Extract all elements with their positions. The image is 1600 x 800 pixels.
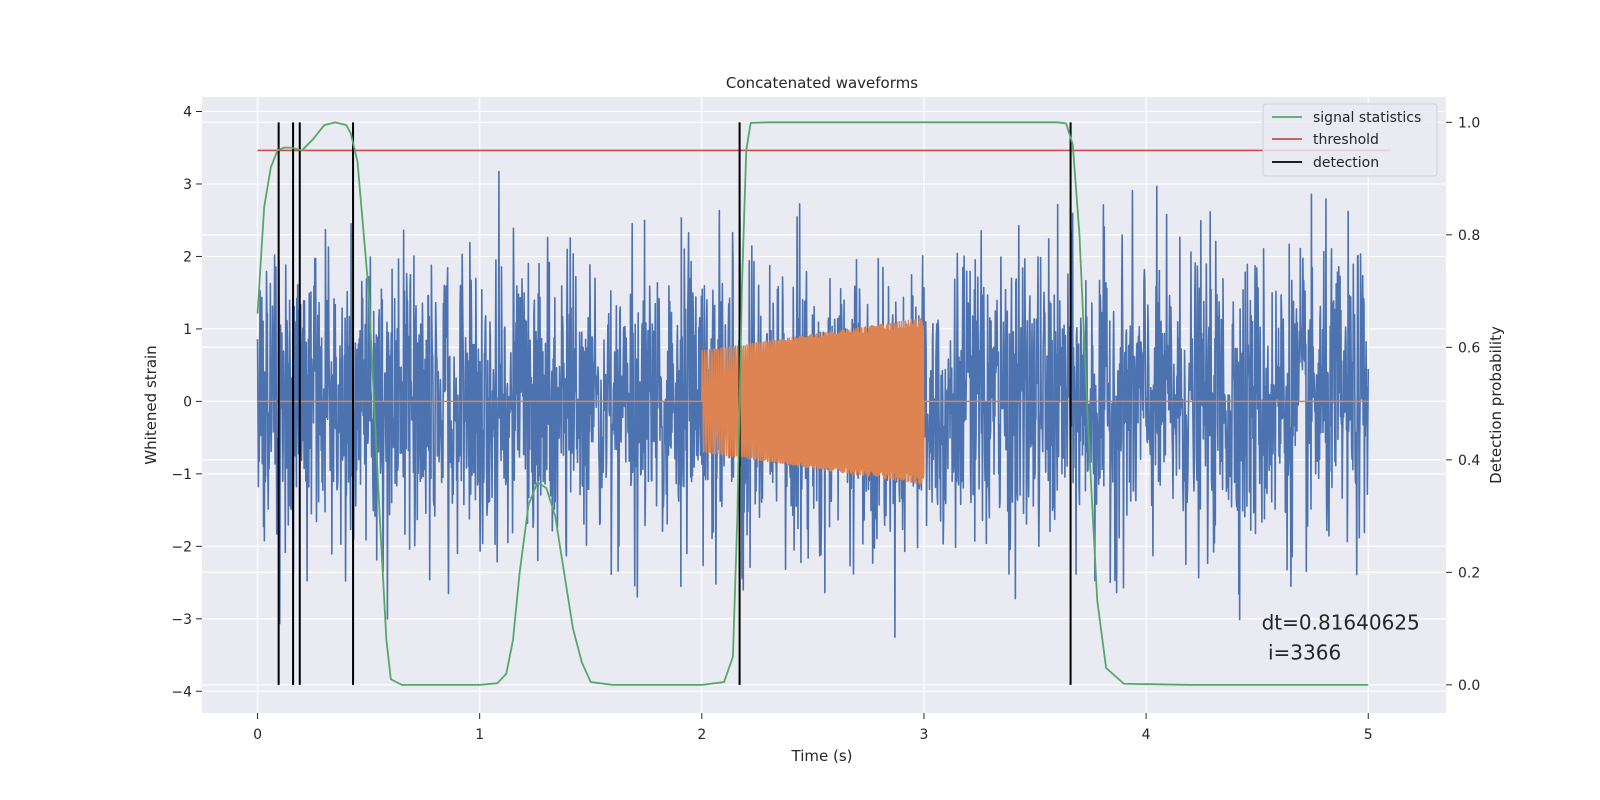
x-tick-label: 0: [253, 727, 262, 743]
legend-label-threshold: threshold: [1313, 132, 1379, 148]
y-tick-label-right: 1.0: [1458, 115, 1480, 131]
series-signal-statistics: [256, 121, 1369, 686]
legend: signal statistics threshold detection: [1262, 103, 1438, 177]
y-tick-label: −4: [171, 684, 192, 700]
y-tick-label-right: 0.2: [1458, 565, 1480, 581]
legend-label-signal-statistics: signal statistics: [1313, 110, 1421, 126]
y-tick-label-right: 0.8: [1458, 228, 1480, 244]
signal-statistics-line: [256, 121, 1369, 686]
x-tick-label: 5: [1364, 727, 1373, 743]
y-tick-label-right: 0.6: [1458, 340, 1480, 356]
y-axis-label-right: Detection probability: [1487, 326, 1505, 484]
y-axis-label: Whitened strain: [142, 345, 160, 464]
y-tick-label: −2: [171, 539, 192, 555]
legend-box: [1262, 103, 1438, 177]
x-axis-label: Time (s): [791, 747, 853, 765]
series-detection: [277, 122, 1072, 685]
y-tick-label: −1: [171, 467, 192, 483]
axis-ticks: 0 1 2 3 4 5 −4 −3 −2 −1 0 1 2 3 4 0.0 0.2 0.4 0.6 0.8 1.0: [171, 104, 1480, 743]
y-tick-label: 0: [183, 394, 192, 410]
y-tick-label-right: 0.4: [1458, 453, 1480, 469]
x-tick-label: 1: [475, 727, 484, 743]
y-tick-label: 4: [183, 104, 192, 120]
y-tick-label: 3: [183, 177, 192, 193]
annotation-index: i=3366: [1262, 641, 1342, 665]
series-whitened-strain: [256, 170, 1370, 638]
y-tick-label: 2: [183, 249, 192, 265]
x-tick-label: 2: [697, 727, 706, 743]
x-tick-label: 4: [1142, 727, 1151, 743]
y-tick-label: 1: [183, 322, 192, 338]
chart-title: Concatenated waveforms: [726, 74, 918, 92]
annotation-dt: dt=0.81640625: [1262, 611, 1420, 635]
y-tick-label-right: 0.0: [1458, 678, 1480, 694]
y-tick-label: −3: [171, 612, 192, 628]
legend-label-detection: detection: [1313, 155, 1379, 171]
x-tick-label: 3: [920, 727, 929, 743]
whitened-strain-line: [256, 170, 1370, 638]
annotation: dt=0.81640625 i=3366: [1262, 611, 1420, 665]
